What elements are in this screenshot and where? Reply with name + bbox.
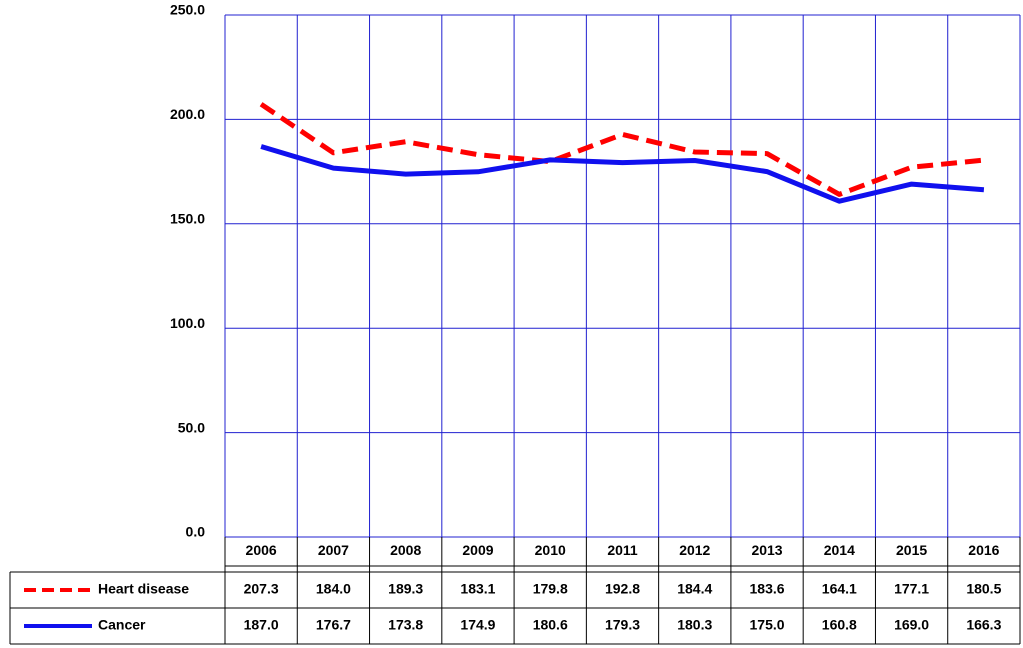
- y-tick-label: 50.0: [178, 419, 205, 435]
- data-label: 180.3: [677, 617, 712, 633]
- series-line: [259, 102, 985, 197]
- y-tick-label: 200.0: [170, 106, 205, 122]
- x-tick-label: 2012: [679, 542, 710, 558]
- x-tick-label: 2010: [535, 542, 566, 558]
- data-label: 173.8: [388, 617, 423, 633]
- y-tick-label: 0.0: [186, 524, 206, 540]
- x-tick-label: 2009: [462, 542, 493, 558]
- data-label: 177.1: [894, 581, 929, 597]
- series-line: [260, 144, 985, 204]
- data-label: 207.3: [244, 581, 279, 597]
- x-tick-label: 2006: [246, 542, 277, 558]
- data-label: 175.0: [750, 617, 785, 633]
- data-label: 166.3: [966, 617, 1001, 633]
- x-tick-label: 2011: [607, 542, 638, 558]
- legend-label: Cancer: [98, 617, 146, 633]
- data-label: 184.0: [316, 581, 351, 597]
- x-tick-label: 2008: [390, 542, 421, 558]
- data-label: 183.1: [460, 581, 495, 597]
- x-tick-label: 2014: [824, 542, 855, 558]
- legend-label: Heart disease: [98, 581, 189, 597]
- y-tick-label: 250.0: [170, 2, 205, 18]
- data-label: 179.3: [605, 617, 640, 633]
- x-tick-label: 2007: [318, 542, 349, 558]
- data-label: 180.6: [533, 617, 568, 633]
- y-tick-label: 150.0: [170, 211, 205, 227]
- data-label: 174.9: [460, 617, 495, 633]
- data-label: 176.7: [316, 617, 351, 633]
- data-label: 180.5: [966, 581, 1001, 597]
- y-tick-label: 100.0: [170, 315, 205, 331]
- data-label: 184.4: [677, 581, 712, 597]
- data-label: 169.0: [894, 617, 929, 633]
- data-label: 189.3: [388, 581, 423, 597]
- x-tick-label: 2013: [751, 542, 782, 558]
- data-label: 164.1: [822, 581, 857, 597]
- data-label: 183.6: [750, 581, 785, 597]
- data-label: 160.8: [822, 617, 857, 633]
- data-label: 192.8: [605, 581, 640, 597]
- x-tick-label: 2015: [896, 542, 927, 558]
- data-label: 187.0: [244, 617, 279, 633]
- x-tick-label: 2016: [968, 542, 999, 558]
- data-label: 179.8: [533, 581, 568, 597]
